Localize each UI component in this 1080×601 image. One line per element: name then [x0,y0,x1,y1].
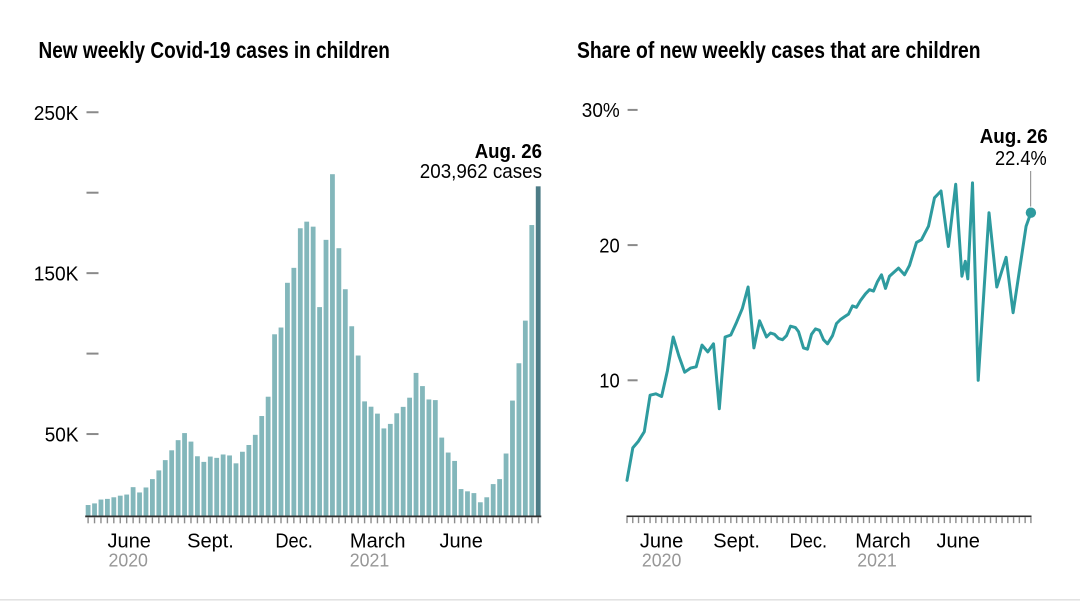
svg-text:Sept.: Sept. [187,531,234,553]
svg-text:2021: 2021 [857,550,897,571]
svg-text:2021: 2021 [350,550,390,571]
svg-text:Sept.: Sept. [713,531,760,553]
svg-text:50K: 50K [45,425,79,447]
svg-text:March: March [855,531,911,553]
svg-text:June: June [108,531,151,553]
svg-text:10: 10 [599,371,619,393]
svg-text:New weekly Covid-19 cases in c: New weekly Covid-19 cases in children [39,37,390,63]
svg-text:150K: 150K [34,264,79,286]
svg-text:Aug. 26: Aug. 26 [980,126,1048,148]
svg-text:250K: 250K [34,103,79,125]
svg-text:30%: 30% [582,100,620,122]
svg-text:Share of new weekly cases that: Share of new weekly cases that are child… [577,37,981,63]
svg-text:22.4%: 22.4% [995,148,1047,170]
svg-text:2020: 2020 [642,550,682,571]
svg-text:Aug. 26: Aug. 26 [475,141,542,163]
svg-text:2020: 2020 [108,550,148,571]
svg-text:June: June [640,531,683,553]
svg-text:Dec.: Dec. [790,531,828,553]
svg-text:June: June [440,531,483,553]
svg-text:203,962 cases: 203,962 cases [420,161,542,183]
svg-text:Dec.: Dec. [275,531,313,553]
svg-text:June: June [937,531,980,553]
svg-text:20: 20 [599,235,619,257]
svg-text:March: March [350,531,406,553]
